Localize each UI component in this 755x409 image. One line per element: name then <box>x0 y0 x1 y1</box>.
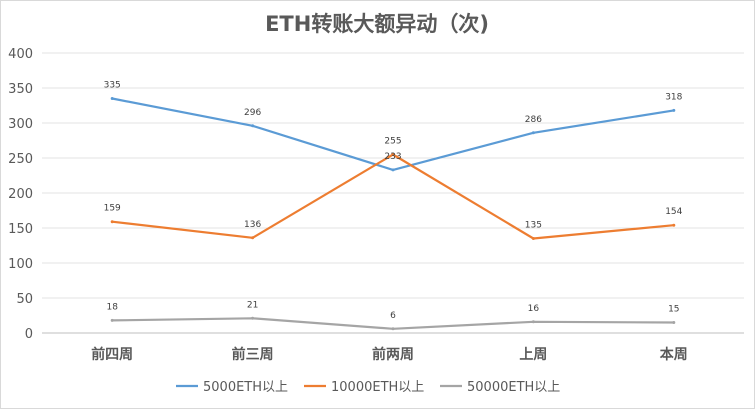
data-label: 154 <box>665 207 682 217</box>
gridlines <box>42 52 744 334</box>
y-tick-label: 0 <box>25 327 33 342</box>
data-label: 136 <box>244 220 261 230</box>
y-tick-label: 100 <box>8 257 33 272</box>
data-label: 286 <box>525 115 542 125</box>
data-label: 255 <box>384 137 401 147</box>
y-axis: 0 50 100 150 200 250 300 350 400 <box>8 47 33 342</box>
x-tick-label: 前两周 <box>372 346 414 363</box>
y-tick-label: 150 <box>8 222 33 237</box>
x-tick-label: 本周 <box>660 346 688 363</box>
data-point <box>672 108 676 112</box>
data-point <box>391 168 395 172</box>
y-tick-label: 300 <box>8 117 33 132</box>
series-group <box>110 97 676 331</box>
data-label: 335 <box>104 81 121 91</box>
y-tick-label: 50 <box>16 292 33 307</box>
data-point <box>251 316 255 320</box>
legend-label: 5000ETH以上 <box>203 380 288 395</box>
x-tick-label: 前三周 <box>232 346 274 363</box>
data-label: 318 <box>665 92 682 102</box>
data-point <box>110 97 114 100</box>
chart-title: ETH转账大额异动（次) <box>265 12 489 36</box>
legend-label: 50000ETH以上 <box>467 380 560 395</box>
data-point <box>672 223 676 227</box>
data-label: 233 <box>384 152 401 162</box>
data-point <box>672 321 676 324</box>
y-tick-label: 200 <box>8 187 33 202</box>
data-label: 18 <box>106 302 118 312</box>
x-axis: 前四周 前三周 前两周 上周 本周 <box>91 346 688 363</box>
data-label: 15 <box>668 305 679 315</box>
series-line-2 <box>111 153 675 240</box>
data-point <box>251 124 255 128</box>
data-labels: 335 296 233 286 318 159 136 255 135 154 18 21 6 16 15 <box>104 81 683 321</box>
legend-label: 10000ETH以上 <box>331 380 424 395</box>
legend: 5000ETH以上 10000ETH以上 50000ETH以上 <box>176 380 560 395</box>
data-label: 6 <box>390 311 396 321</box>
data-point <box>110 318 114 322</box>
data-label: 135 <box>525 221 542 231</box>
x-tick-label: 前四周 <box>91 346 133 363</box>
data-point <box>251 236 255 240</box>
data-point <box>531 237 535 240</box>
data-point <box>391 153 395 156</box>
data-point <box>110 220 114 224</box>
data-label: 21 <box>247 300 258 310</box>
y-tick-label: 350 <box>8 82 33 97</box>
y-tick-label: 400 <box>8 47 33 62</box>
data-point <box>391 327 395 331</box>
data-label: 16 <box>528 304 540 314</box>
data-label: 296 <box>244 108 261 118</box>
data-label: 159 <box>104 204 121 214</box>
data-point <box>531 320 535 324</box>
y-tick-label: 250 <box>8 152 33 167</box>
data-point <box>531 131 535 135</box>
x-tick-label: 上周 <box>519 347 547 363</box>
